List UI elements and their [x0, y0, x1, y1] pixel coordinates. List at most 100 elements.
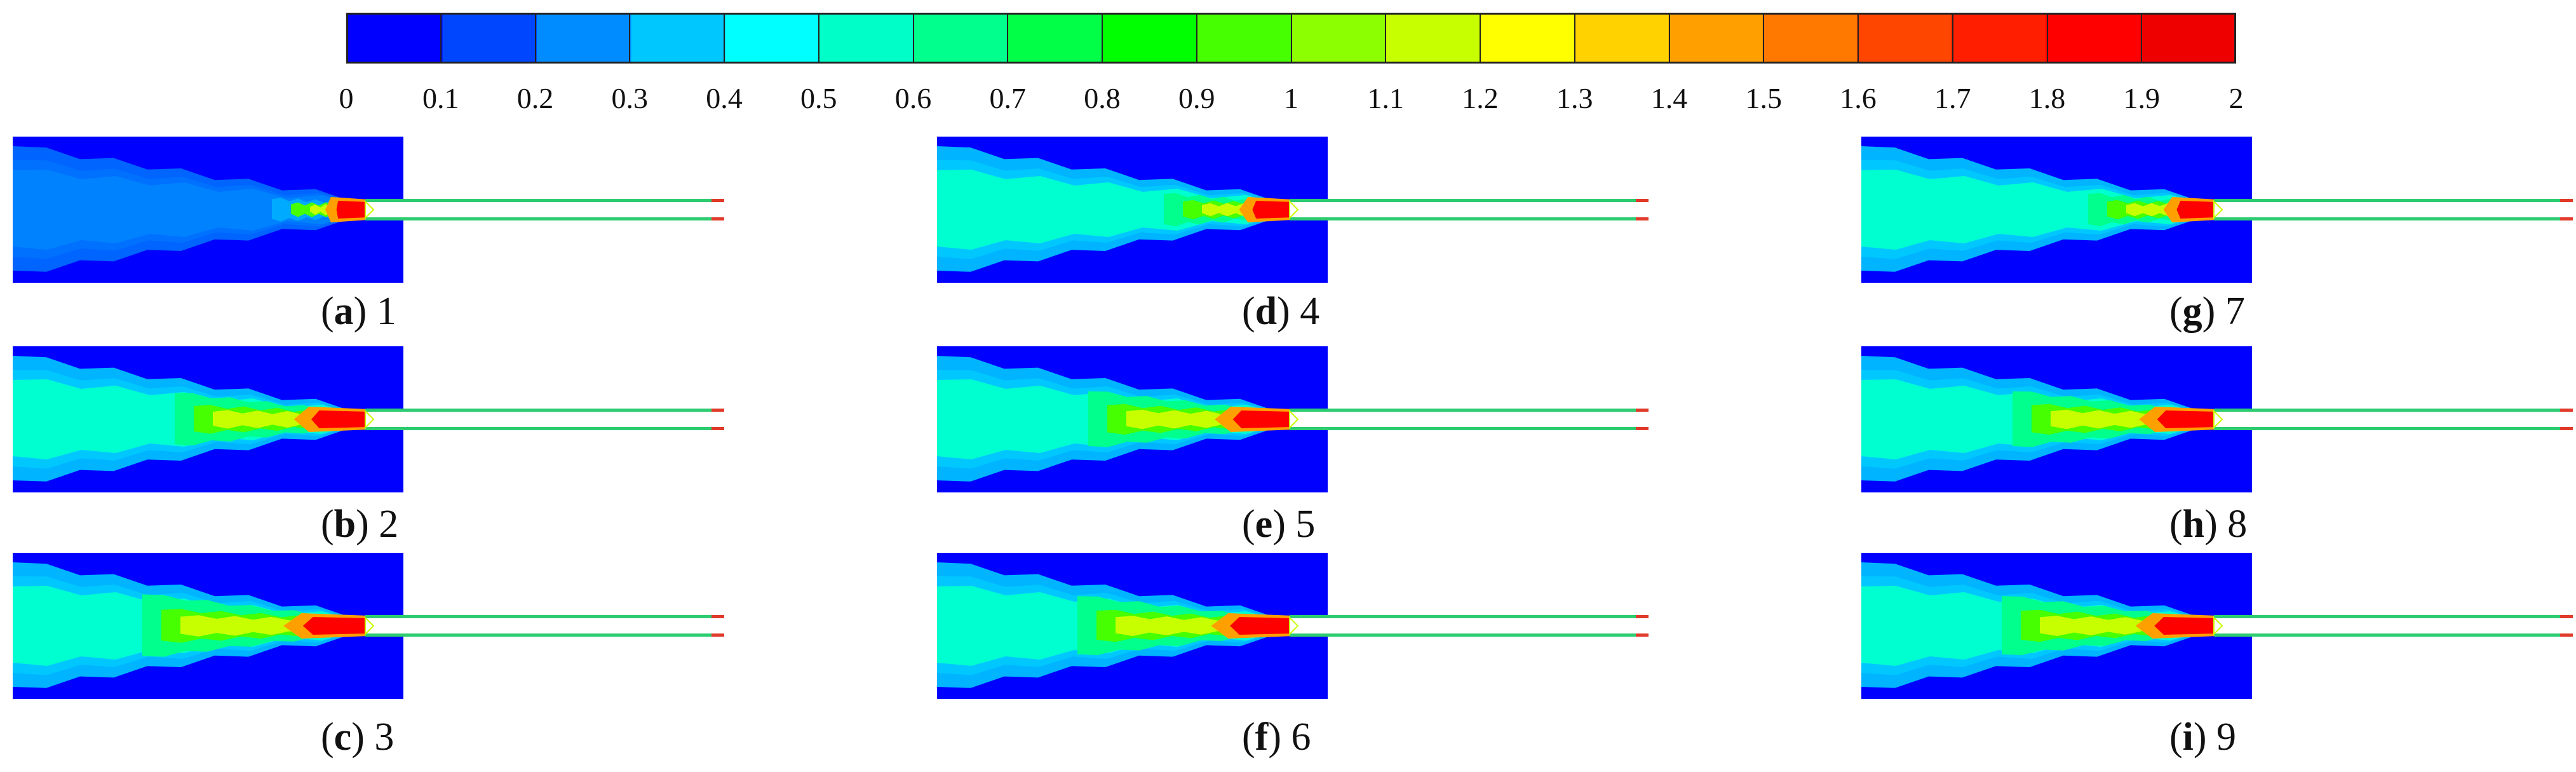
caption-i: (i) 9	[2169, 715, 2237, 759]
nozzle-wall-top	[365, 199, 724, 202]
nozzle-inlet	[2213, 616, 2223, 636]
panel-d	[937, 137, 1649, 283]
nozzle-tube	[365, 618, 724, 634]
nozzle-tube	[2214, 201, 2573, 218]
nozzle-tube	[2214, 618, 2573, 634]
nozzle-tube	[1290, 411, 1649, 428]
colorbar-tick-label: 0.8	[1084, 82, 1121, 114]
contour-plot	[1861, 346, 2573, 492]
nozzle-inlet	[1289, 409, 1299, 430]
hot-core	[336, 201, 368, 219]
colorbar	[346, 13, 2236, 64]
colorbar-tick-label: 0.4	[706, 82, 743, 114]
nozzle-inlet	[1289, 200, 1299, 220]
caption-b: (b) 2	[321, 503, 399, 546]
contour-plot	[13, 137, 724, 283]
contour-plot	[1861, 553, 2573, 699]
panel-b	[13, 346, 724, 492]
hot-core	[311, 410, 368, 428]
nozzle-inlet	[365, 616, 375, 636]
nozzle-inlet	[2213, 409, 2223, 430]
nozzle-wall-tip	[1636, 217, 1649, 220]
hot-core	[1232, 410, 1293, 428]
nozzle-inlet	[365, 200, 375, 220]
contour-plot	[937, 137, 1649, 283]
nozzle-wall-top	[1290, 409, 1649, 412]
contour-plot	[13, 346, 724, 492]
nozzle-wall-tip	[2560, 199, 2573, 202]
nozzle-wall-top	[2214, 199, 2573, 202]
caption-g: (g) 7	[2169, 290, 2245, 333]
nozzle-tube	[2214, 411, 2573, 428]
nozzle-wall-tip	[2560, 615, 2573, 618]
nozzle-wall-tip	[2560, 633, 2573, 637]
nozzle-wall-tip	[711, 633, 724, 637]
caption-d: (d) 4	[1242, 290, 1320, 333]
panel-c	[13, 553, 724, 699]
nozzle-wall-tip	[2560, 427, 2573, 430]
contour-band	[13, 170, 356, 250]
panel-i	[1861, 553, 2573, 699]
nozzle-wall-bottom	[365, 633, 724, 637]
colorbar-tick-label: 1.7	[1934, 82, 1971, 114]
nozzle-wall-bottom	[1290, 427, 1649, 430]
nozzle-wall-tip	[1636, 427, 1649, 430]
caption-c: (c) 3	[321, 715, 394, 759]
nozzle-wall-tip	[711, 199, 724, 202]
panel-g	[1861, 137, 2573, 283]
colorbar-tick-label: 0.6	[894, 82, 932, 114]
caption-a: (a) 1	[321, 290, 396, 333]
panel-h	[1861, 346, 2573, 492]
nozzle-tube	[365, 411, 724, 428]
nozzle-wall-tip	[1636, 615, 1649, 618]
nozzle-inlet	[365, 409, 375, 430]
colorbar-tick-label: 1.3	[1556, 82, 1593, 114]
caption-e: (e) 5	[1242, 503, 1316, 546]
hot-core	[2176, 201, 2217, 219]
nozzle-wall-bottom	[2214, 217, 2573, 220]
hot-core	[1252, 201, 1293, 219]
contour-plot	[937, 346, 1649, 492]
hot-core	[302, 617, 368, 635]
colorbar-tick-label: 1.1	[1367, 82, 1405, 114]
colorbar-tick-label: 2	[2229, 82, 2244, 114]
nozzle-wall-bottom	[1290, 633, 1649, 637]
colorbar-tick-label: 1	[1284, 82, 1298, 114]
nozzle-tube	[1290, 618, 1649, 634]
panel-a	[13, 137, 724, 283]
nozzle-wall-tip	[2560, 217, 2573, 220]
contour-band	[937, 170, 1280, 250]
nozzle-inlet	[1289, 616, 1299, 636]
nozzle-wall-top	[2214, 615, 2573, 618]
nozzle-wall-tip	[711, 615, 724, 618]
nozzle-wall-bottom	[365, 217, 724, 220]
hot-core	[1230, 617, 1293, 635]
nozzle-wall-bottom	[1290, 217, 1649, 220]
colorbar-tick-label: 1.6	[1840, 82, 1877, 114]
colorbar-tick-label: 1.5	[1745, 82, 1783, 114]
colorbar-tick-label: 1.2	[1462, 82, 1499, 114]
nozzle-wall-top	[365, 615, 724, 618]
colorbar-tick-label: 0.7	[989, 82, 1027, 114]
colorbar-tick-label: 1.8	[2028, 82, 2066, 114]
nozzle-wall-bottom	[2214, 427, 2573, 430]
nozzle-wall-top	[365, 409, 724, 412]
contour-plot	[937, 553, 1649, 699]
nozzle-tube	[365, 201, 724, 218]
nozzle-inlet	[2213, 200, 2223, 220]
hot-core	[2157, 410, 2217, 428]
colorbar-tick-label: 0.9	[1178, 82, 1215, 114]
panel-f	[937, 553, 1649, 699]
nozzle-wall-tip	[1636, 633, 1649, 637]
caption-f: (f) 6	[1242, 715, 1311, 759]
nozzle-wall-top	[1290, 615, 1649, 618]
caption-h: (h) 8	[2169, 503, 2248, 546]
colorbar-tick-label: 0.3	[611, 82, 649, 114]
contour-plot	[13, 553, 724, 699]
colorbar-tick-label: 0.5	[800, 82, 837, 114]
nozzle-wall-tip	[711, 427, 724, 430]
colorbar-tick-label: 0	[339, 82, 354, 114]
nozzle-wall-bottom	[365, 427, 724, 430]
contour-band	[1861, 170, 2204, 250]
nozzle-wall-bottom	[2214, 633, 2573, 637]
